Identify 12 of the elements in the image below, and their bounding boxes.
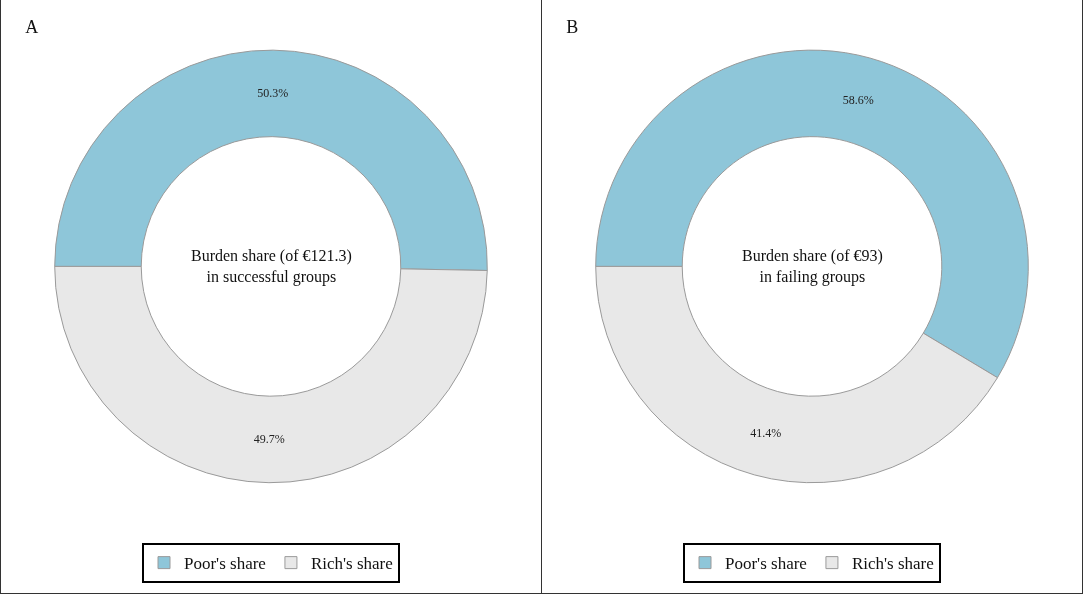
text: Burden share (of €93) in failing groups: [742, 247, 883, 286]
data-label: 49.7%: [253, 432, 285, 447]
data-label: 41.4%: [750, 426, 782, 441]
legend-label: Poor's share: [184, 554, 266, 574]
legend-label: Poor's share: [725, 554, 807, 574]
chart-title: A: [25, 17, 39, 38]
legend-label: Rich's share: [851, 554, 934, 574]
text: Burden share (of €121.3) in successful groups: [191, 247, 352, 286]
legend-label: Rich's share: [310, 554, 393, 574]
data-label: 50.3%: [257, 86, 289, 101]
chart-title: B: [566, 17, 579, 38]
data-label: 58.6%: [842, 92, 874, 107]
